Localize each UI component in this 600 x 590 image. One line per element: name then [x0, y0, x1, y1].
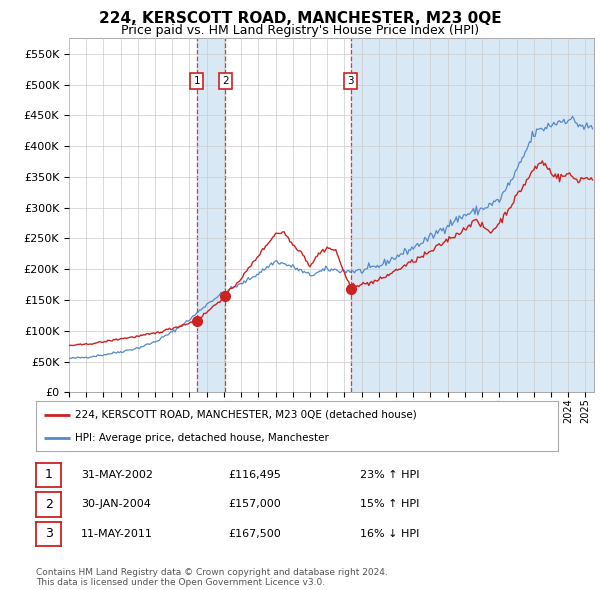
Text: 1: 1	[193, 76, 200, 86]
Text: 11-MAY-2011: 11-MAY-2011	[81, 529, 153, 539]
Text: 15% ↑ HPI: 15% ↑ HPI	[360, 500, 419, 509]
Text: 30-JAN-2004: 30-JAN-2004	[81, 500, 151, 509]
Text: 31-MAY-2002: 31-MAY-2002	[81, 470, 153, 480]
Text: 2: 2	[222, 76, 229, 86]
Text: 3: 3	[44, 527, 53, 540]
Bar	[351, 38, 594, 392]
Text: 2: 2	[44, 498, 53, 511]
Text: 1: 1	[44, 468, 53, 481]
Text: £116,495: £116,495	[228, 470, 281, 480]
Text: 224, KERSCOTT ROAD, MANCHESTER, M23 0QE: 224, KERSCOTT ROAD, MANCHESTER, M23 0QE	[98, 11, 502, 25]
Text: £167,500: £167,500	[228, 529, 281, 539]
Text: 3: 3	[347, 76, 354, 86]
Text: HPI: Average price, detached house, Manchester: HPI: Average price, detached house, Manc…	[75, 433, 329, 443]
Text: £157,000: £157,000	[228, 500, 281, 509]
Text: Price paid vs. HM Land Registry's House Price Index (HPI): Price paid vs. HM Land Registry's House …	[121, 24, 479, 37]
Text: 224, KERSCOTT ROAD, MANCHESTER, M23 0QE (detached house): 224, KERSCOTT ROAD, MANCHESTER, M23 0QE …	[75, 409, 417, 419]
Text: 16% ↓ HPI: 16% ↓ HPI	[360, 529, 419, 539]
Text: 23% ↑ HPI: 23% ↑ HPI	[360, 470, 419, 480]
Text: Contains HM Land Registry data © Crown copyright and database right 2024.
This d: Contains HM Land Registry data © Crown c…	[36, 568, 388, 587]
Bar	[197, 38, 226, 392]
